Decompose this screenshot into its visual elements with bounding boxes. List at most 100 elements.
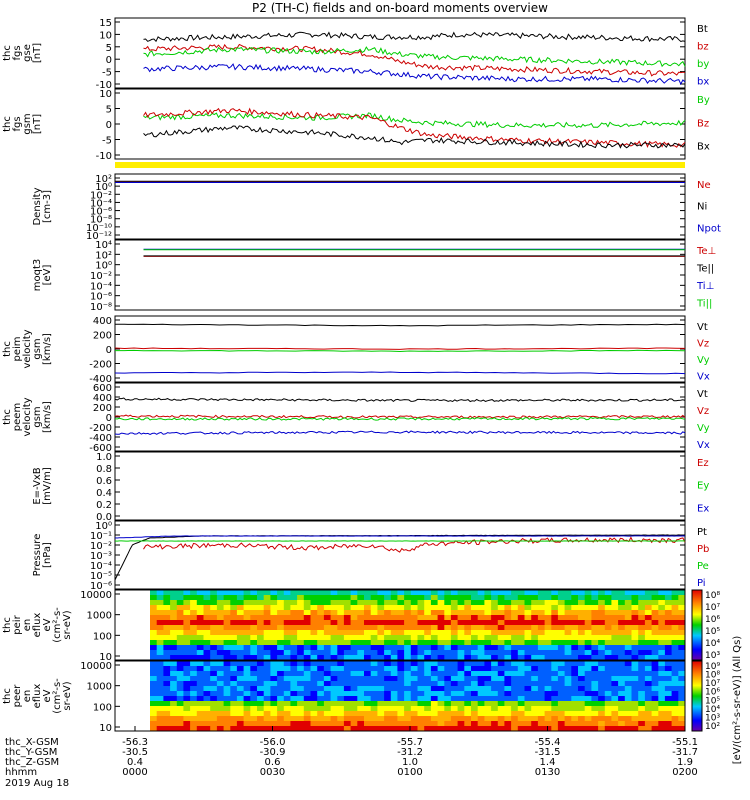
heatmap-cell — [658, 686, 666, 692]
heatmap-cell — [203, 681, 211, 687]
heatmap-cell — [370, 630, 378, 636]
heatmap-cell — [504, 691, 512, 697]
heatmap-cell — [243, 676, 251, 682]
heatmap-cell — [638, 615, 646, 621]
heatmap-cell — [524, 686, 532, 692]
heatmap-cell — [450, 676, 459, 682]
heatmap-cell — [243, 640, 251, 646]
heatmap-cell — [658, 676, 666, 682]
heatmap-cell — [464, 625, 472, 631]
heatmap-cell — [410, 671, 418, 677]
heatmap-cell — [170, 661, 178, 667]
heatmap-cell — [517, 671, 525, 677]
heatmap-cell — [397, 686, 405, 692]
x-tick-label: -55.7 — [397, 737, 423, 748]
heatmap-cell — [404, 605, 412, 611]
heatmap-cell — [524, 630, 532, 636]
heatmap-cell — [377, 661, 385, 667]
heatmap-cell — [297, 630, 305, 636]
heatmap-cell — [377, 605, 385, 611]
heatmap-cell — [370, 595, 378, 601]
heatmap-cell — [671, 711, 679, 717]
heatmap-cell — [638, 666, 646, 672]
heatmap-cell — [658, 681, 666, 687]
heatmap-cell — [257, 600, 265, 606]
heatmap-cell — [210, 640, 218, 646]
heatmap-cell — [544, 711, 552, 717]
heatmap-cell — [424, 676, 432, 682]
heatmap-cell — [557, 595, 566, 601]
heatmap-cell — [578, 640, 586, 646]
heatmap-cell — [183, 645, 191, 651]
heatmap-cell — [243, 681, 251, 687]
heatmap-cell — [424, 716, 432, 722]
heatmap-cell — [664, 650, 673, 656]
heatmap-cell — [257, 711, 265, 717]
heatmap-cell — [417, 655, 425, 661]
heatmap-cell — [270, 615, 278, 621]
heatmap-cell — [457, 696, 465, 702]
heatmap-cell — [584, 686, 592, 692]
heatmap-cell — [664, 605, 673, 611]
heatmap-cell — [236, 686, 245, 692]
heatmap-cell — [243, 691, 251, 697]
heatmap-cell — [404, 595, 412, 601]
heatmap-cell — [196, 701, 204, 707]
heatmap-cell — [163, 716, 171, 722]
heatmap-cell — [564, 716, 572, 722]
heatmap-cell — [564, 610, 572, 616]
heatmap-cell — [343, 701, 352, 707]
heatmap-cell — [390, 716, 398, 722]
heatmap-cell — [598, 681, 606, 687]
heatmap-cell — [450, 655, 459, 661]
heatmap-cell — [557, 610, 566, 616]
heatmap-cell — [163, 595, 171, 601]
heatmap-cell — [183, 721, 191, 727]
heatmap-cell — [658, 721, 666, 727]
heatmap-cell — [531, 671, 539, 677]
heatmap-cell — [170, 595, 178, 601]
heatmap-cell — [471, 691, 479, 697]
heatmap-cell — [250, 666, 258, 672]
heatmap-cell — [390, 661, 398, 667]
heatmap-cell — [163, 590, 171, 596]
heatmap-cell — [297, 666, 305, 672]
heatmap-cell — [303, 701, 311, 707]
y-tick-label: 15 — [99, 18, 112, 29]
heatmap-cell — [618, 681, 626, 687]
heatmap-cell — [243, 620, 251, 626]
heatmap-cell — [203, 676, 211, 682]
heatmap-cell — [297, 706, 305, 712]
heatmap-cell — [317, 691, 325, 697]
heatmap-cell — [190, 691, 198, 697]
panel-frame — [114, 173, 686, 240]
heatmap-cell — [638, 610, 646, 616]
heatmap-cell — [163, 661, 171, 667]
heatmap-cell — [343, 706, 352, 712]
heatmap-cell — [537, 625, 546, 631]
heatmap-cell — [283, 625, 291, 631]
heatmap-cell — [156, 666, 164, 672]
heatmap-cell — [370, 701, 378, 707]
y-axis-label: gsm — [22, 113, 33, 134]
colorbar-tick-label: 10⁴ — [705, 639, 720, 649]
heatmap-cell — [183, 630, 191, 636]
heatmap-cell — [631, 711, 639, 717]
heatmap-cell — [263, 605, 271, 611]
heatmap-cell — [337, 615, 345, 621]
heatmap-cell — [491, 696, 499, 702]
heatmap-cell — [250, 721, 258, 727]
heatmap-cell — [544, 615, 552, 621]
heatmap-cell — [210, 706, 218, 712]
heatmap-cell — [604, 696, 612, 702]
heatmap-cell — [156, 645, 164, 651]
heatmap-cell — [357, 645, 365, 651]
heatmap-cell — [524, 620, 532, 626]
heatmap-cell — [598, 671, 606, 677]
heatmap-cell — [424, 630, 432, 636]
heatmap-cell — [584, 630, 592, 636]
heatmap-cell — [464, 620, 472, 626]
heatmap-cell — [644, 645, 653, 651]
heatmap-cell — [491, 615, 499, 621]
heatmap-cell — [517, 615, 525, 621]
